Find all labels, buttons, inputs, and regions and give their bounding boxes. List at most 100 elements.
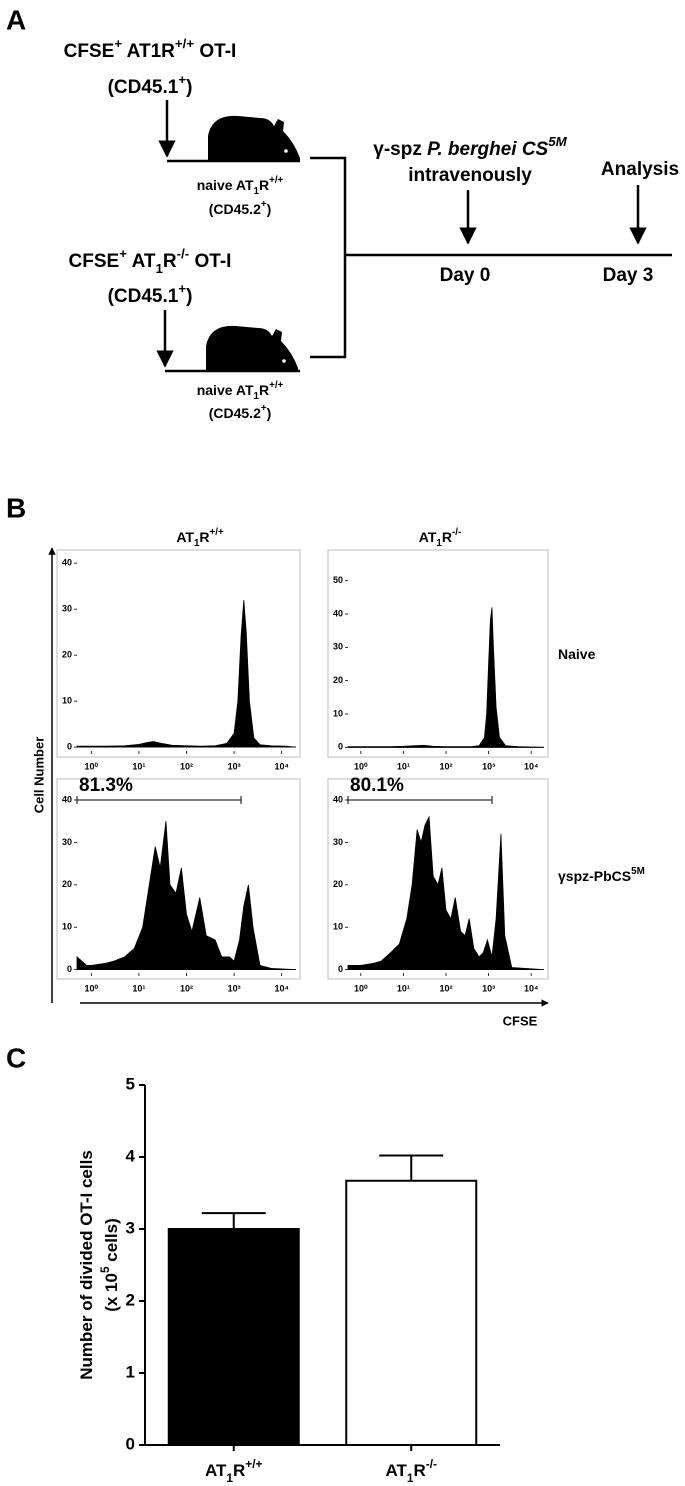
mouse <box>206 325 298 370</box>
x-tick-label: 10⁰ <box>85 761 99 771</box>
text-run: AT <box>176 529 194 545</box>
y-tick-label: 0 <box>126 1434 135 1453</box>
diagram-label: (CD45.2+) <box>209 199 272 217</box>
row-title: γspz-PbCS5M <box>558 866 645 884</box>
y-tick-label: 40 <box>62 558 72 568</box>
plot-frame <box>327 549 549 758</box>
x-tick-label: 10⁰ <box>85 983 99 993</box>
text-run: (CD45.1 <box>108 286 179 307</box>
y-tick-label: 30 <box>62 604 72 614</box>
text-run: R <box>163 251 177 272</box>
text-run: + <box>178 281 186 296</box>
y-tick-label: 40 <box>333 608 343 618</box>
text-run: 1 <box>407 1471 414 1485</box>
y-tick-label: 30 <box>333 837 343 847</box>
x-tick-label: 10¹ <box>397 761 410 771</box>
y-tick-label: 10 <box>62 696 72 706</box>
text-run: R <box>442 529 452 545</box>
text-run: -/- <box>426 1457 437 1471</box>
x-axis-label: CFSE <box>503 1013 538 1028</box>
x-tick-label: 10³ <box>228 761 241 771</box>
diagram-label: (CD45.1+) <box>108 281 193 307</box>
x-tick-label: 10² <box>439 761 452 771</box>
text-run: naive AT <box>197 382 254 398</box>
diagram-label: CFSE+ AT1R+/+ OT-I <box>64 36 237 62</box>
x-tick-label: 10³ <box>482 983 495 993</box>
text-run: 5M <box>548 134 567 149</box>
y-tick-label: 50 <box>333 575 343 585</box>
text-run: + <box>178 72 186 87</box>
x-tick-label: 10³ <box>228 983 241 993</box>
text-run: intravenously <box>408 165 532 186</box>
x-tick-label: 10² <box>180 761 193 771</box>
y-tick-label: 3 <box>126 1218 135 1237</box>
text-run: naive AT <box>197 177 254 193</box>
text-run: + <box>114 36 122 51</box>
mouse <box>208 115 300 160</box>
histogram <box>347 815 545 971</box>
text-run: 1 <box>156 261 164 276</box>
y-axis-label: Number of divided OT-I cells <box>77 1150 96 1380</box>
column-title: AT1R+/+ <box>176 527 224 549</box>
histogram <box>76 599 297 748</box>
text-run: +/+ <box>175 36 194 51</box>
y-tick-label: 20 <box>333 879 343 889</box>
text-run: 1 <box>436 538 442 549</box>
text-run: AT <box>385 1461 407 1480</box>
bar <box>345 1179 478 1446</box>
text-run: (CD45.1 <box>108 77 179 98</box>
text-run: -/- <box>177 246 190 261</box>
text-run: AT1R <box>122 41 175 62</box>
y-tick-label: 20 <box>62 879 72 889</box>
bracket <box>310 156 347 359</box>
text-run: AT <box>419 529 437 545</box>
text-run: Number of divided OT-I cells <box>77 1150 96 1380</box>
text-run: Analysis <box>601 159 679 180</box>
column-title: AT1R-/- <box>419 527 461 549</box>
x-tick-label: 10¹ <box>132 761 145 771</box>
text-run: R <box>414 1461 426 1480</box>
text-run: +/+ <box>245 1457 262 1471</box>
text-run: -/- <box>452 527 461 538</box>
y-tick-label: 30 <box>333 642 343 652</box>
text-run: Day 3 <box>603 265 654 286</box>
diagram-label: CFSE+ AT1R-/- OT-I <box>69 246 232 276</box>
y-tick-label: 0 <box>67 964 72 974</box>
y-tick-label: 2 <box>126 1290 135 1309</box>
text-run: CFSE <box>69 251 120 272</box>
x-tick-label: 10³ <box>482 761 495 771</box>
text-run: +/+ <box>210 527 224 538</box>
y-tick-label: 20 <box>333 675 343 685</box>
text-run: Naive <box>558 646 596 662</box>
histogram <box>76 821 297 971</box>
bar <box>167 1228 300 1446</box>
plot-frame <box>327 778 549 980</box>
x-tick-label: 10¹ <box>397 983 410 993</box>
y-tick-label: 40 <box>62 794 72 804</box>
y-tick-label: 0 <box>67 741 72 751</box>
text-run: R <box>259 177 269 193</box>
diagram-label: (CD45.2+) <box>209 403 272 421</box>
diagram-label: (CD45.1+) <box>108 72 193 98</box>
text-run: +/+ <box>269 380 283 391</box>
text-run: ) <box>186 286 192 307</box>
text-run: OT-I <box>189 251 231 272</box>
diagram-label: Analysis <box>601 159 679 180</box>
text-run: CFSE <box>64 41 115 62</box>
text-run: (x 10 <box>102 1273 121 1312</box>
text-run: R <box>199 529 209 545</box>
gate-label: 80.1% <box>350 775 404 796</box>
x-tick-label: 10⁴ <box>524 983 538 993</box>
text-run: + <box>119 246 127 261</box>
text-run: (CD45.2 <box>209 201 261 217</box>
x-tick-label: 10⁰ <box>354 761 368 771</box>
text-run: AT <box>205 1461 227 1480</box>
x-tick-label: 10⁴ <box>274 983 288 993</box>
text-run: P. berghei CS <box>427 139 548 160</box>
diagram-label: intravenously <box>408 165 532 186</box>
x-tick-label: 10² <box>180 983 193 993</box>
diagram-shapes <box>156 100 672 373</box>
plot-frame <box>56 549 301 758</box>
